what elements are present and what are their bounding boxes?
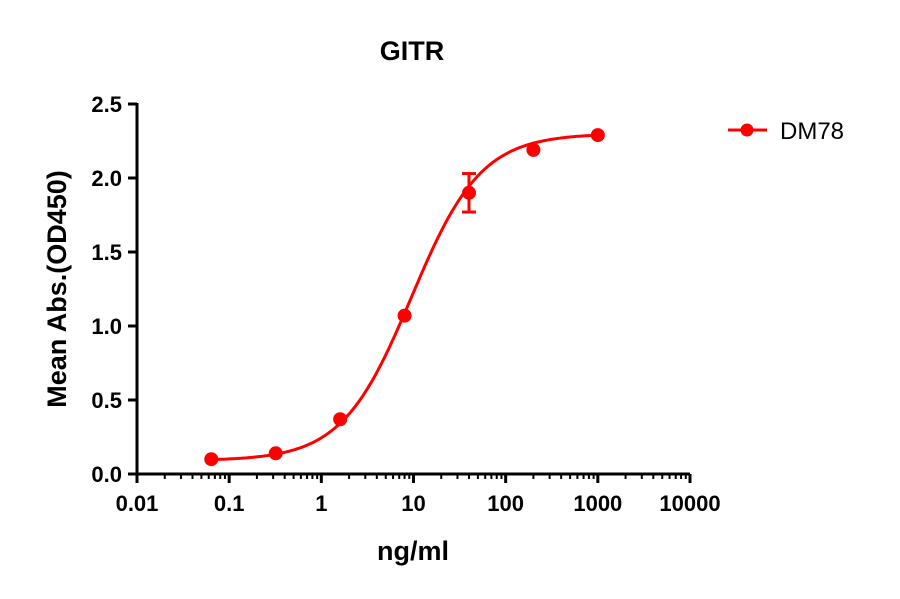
data-point <box>204 452 219 467</box>
fit-curve <box>211 133 597 462</box>
y-tick-label: 0.5 <box>91 388 122 413</box>
y-tick-label: 2.5 <box>91 92 122 117</box>
y-tick-label: 2.0 <box>91 166 122 191</box>
legend: DM78 <box>728 118 844 145</box>
legend-label: DM78 <box>780 118 844 145</box>
data-point <box>526 142 541 157</box>
x-tick-label: 10000 <box>659 491 720 516</box>
x-tick-label: 0.1 <box>214 491 245 516</box>
data-point <box>397 308 412 323</box>
x-axis-label: ng/ml <box>377 536 449 566</box>
y-tick-label: 1.5 <box>91 240 122 265</box>
data-point <box>590 128 605 143</box>
y-tick-label: 1.0 <box>91 314 122 339</box>
x-tick-label: 1000 <box>573 491 622 516</box>
data-point <box>333 412 348 427</box>
legend-marker <box>740 123 754 137</box>
axes: 0.01 0.1 1 10 100 1000 10000 0.0 0.5 1.0 1.5 2.0 2.5 <box>91 92 720 516</box>
x-tick-label: 1 <box>315 491 327 516</box>
plot-area <box>204 128 605 467</box>
y-axis-label: Mean Abs.(OD450) <box>42 170 72 408</box>
data-point <box>268 446 283 461</box>
x-tick-label: 100 <box>487 491 524 516</box>
x-tick-label: 10 <box>401 491 425 516</box>
chart-title: GITR <box>380 36 445 66</box>
x-tick-label: 0.01 <box>116 491 159 516</box>
y-tick-label: 0.0 <box>91 462 122 487</box>
data-point <box>461 185 476 200</box>
